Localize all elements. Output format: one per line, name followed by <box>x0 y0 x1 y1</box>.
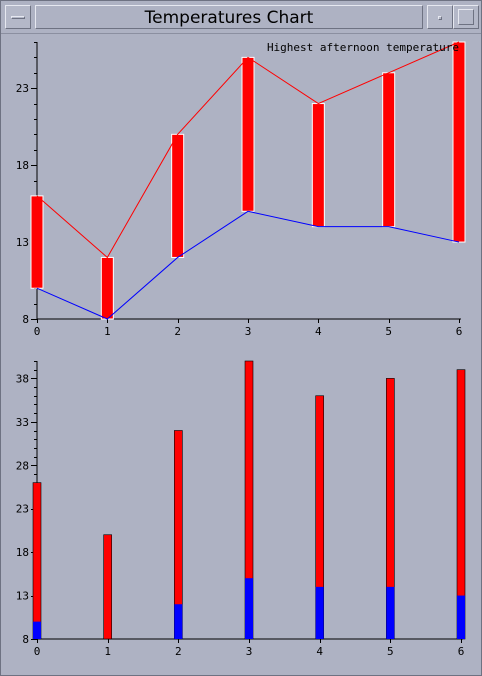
maximize-button[interactable] <box>453 5 479 29</box>
title-bar: Temperatures Chart <box>1 1 481 34</box>
range-bar <box>171 133 185 258</box>
chart1-x-tick-label: 6 <box>456 325 463 338</box>
range-bar <box>382 72 396 228</box>
bar-high <box>32 482 42 640</box>
range-bar <box>30 195 44 289</box>
chart2-x-tick-label: 6 <box>458 645 465 658</box>
chart2-y-tick-label: 18 <box>16 546 29 559</box>
bar-low <box>33 621 41 639</box>
range-bar <box>241 56 255 212</box>
chart2-x-tick-label: 0 <box>34 645 41 658</box>
bar-low <box>174 604 183 639</box>
high-temperature-line <box>36 41 460 259</box>
chart2-y-tick-label: 33 <box>16 416 29 429</box>
window-title: Temperatures Chart <box>35 5 423 29</box>
chart1-x-tick-label: 4 <box>315 325 322 338</box>
chart1-y-tick-label: 13 <box>16 236 29 249</box>
bar-low <box>245 578 253 639</box>
chart2-x-tick-label: 1 <box>104 645 111 658</box>
window-menu-button[interactable] <box>5 5 31 29</box>
chart1-x-tick-label: 0 <box>34 325 41 338</box>
bar-high <box>103 534 112 640</box>
maximize-icon <box>458 9 474 25</box>
chart2-x-tick-label: 5 <box>387 645 394 658</box>
chart1-y-tick-label: 23 <box>16 82 29 95</box>
chart1-x-tick-label: 5 <box>385 325 392 338</box>
bar-low <box>315 586 324 639</box>
range-bar <box>311 103 325 228</box>
chart2-x-tick-label: 4 <box>316 645 323 658</box>
chart2-x-tick-label: 2 <box>175 645 182 658</box>
chart2-y-tick-label: 8 <box>22 633 29 646</box>
chart1-x-tick-label: 2 <box>174 325 181 338</box>
chart1-y-tick-label: 18 <box>16 159 29 172</box>
chart1-x-tick-label: 3 <box>245 325 252 338</box>
menu-icon <box>11 16 25 19</box>
bar-low <box>457 595 465 639</box>
minimize-icon <box>438 16 442 20</box>
chart2-y-tick-label: 28 <box>16 459 29 472</box>
chart-annotation: Highest afternoon temperature <box>267 41 459 54</box>
chart1-x-tick-label: 1 <box>104 325 111 338</box>
chart2-y-tick-label: 23 <box>16 503 29 516</box>
range-bar <box>100 256 114 320</box>
chart2-y-tick-label: 13 <box>16 590 29 603</box>
range-bar <box>452 41 466 243</box>
chart2-x-tick-label: 3 <box>246 645 253 658</box>
bar-low <box>386 586 395 639</box>
chart2-y-tick-label: 38 <box>16 372 29 385</box>
minimize-button[interactable] <box>427 5 453 29</box>
chart1-y-tick-label: 8 <box>22 313 29 326</box>
low-temperature-line <box>36 210 460 320</box>
